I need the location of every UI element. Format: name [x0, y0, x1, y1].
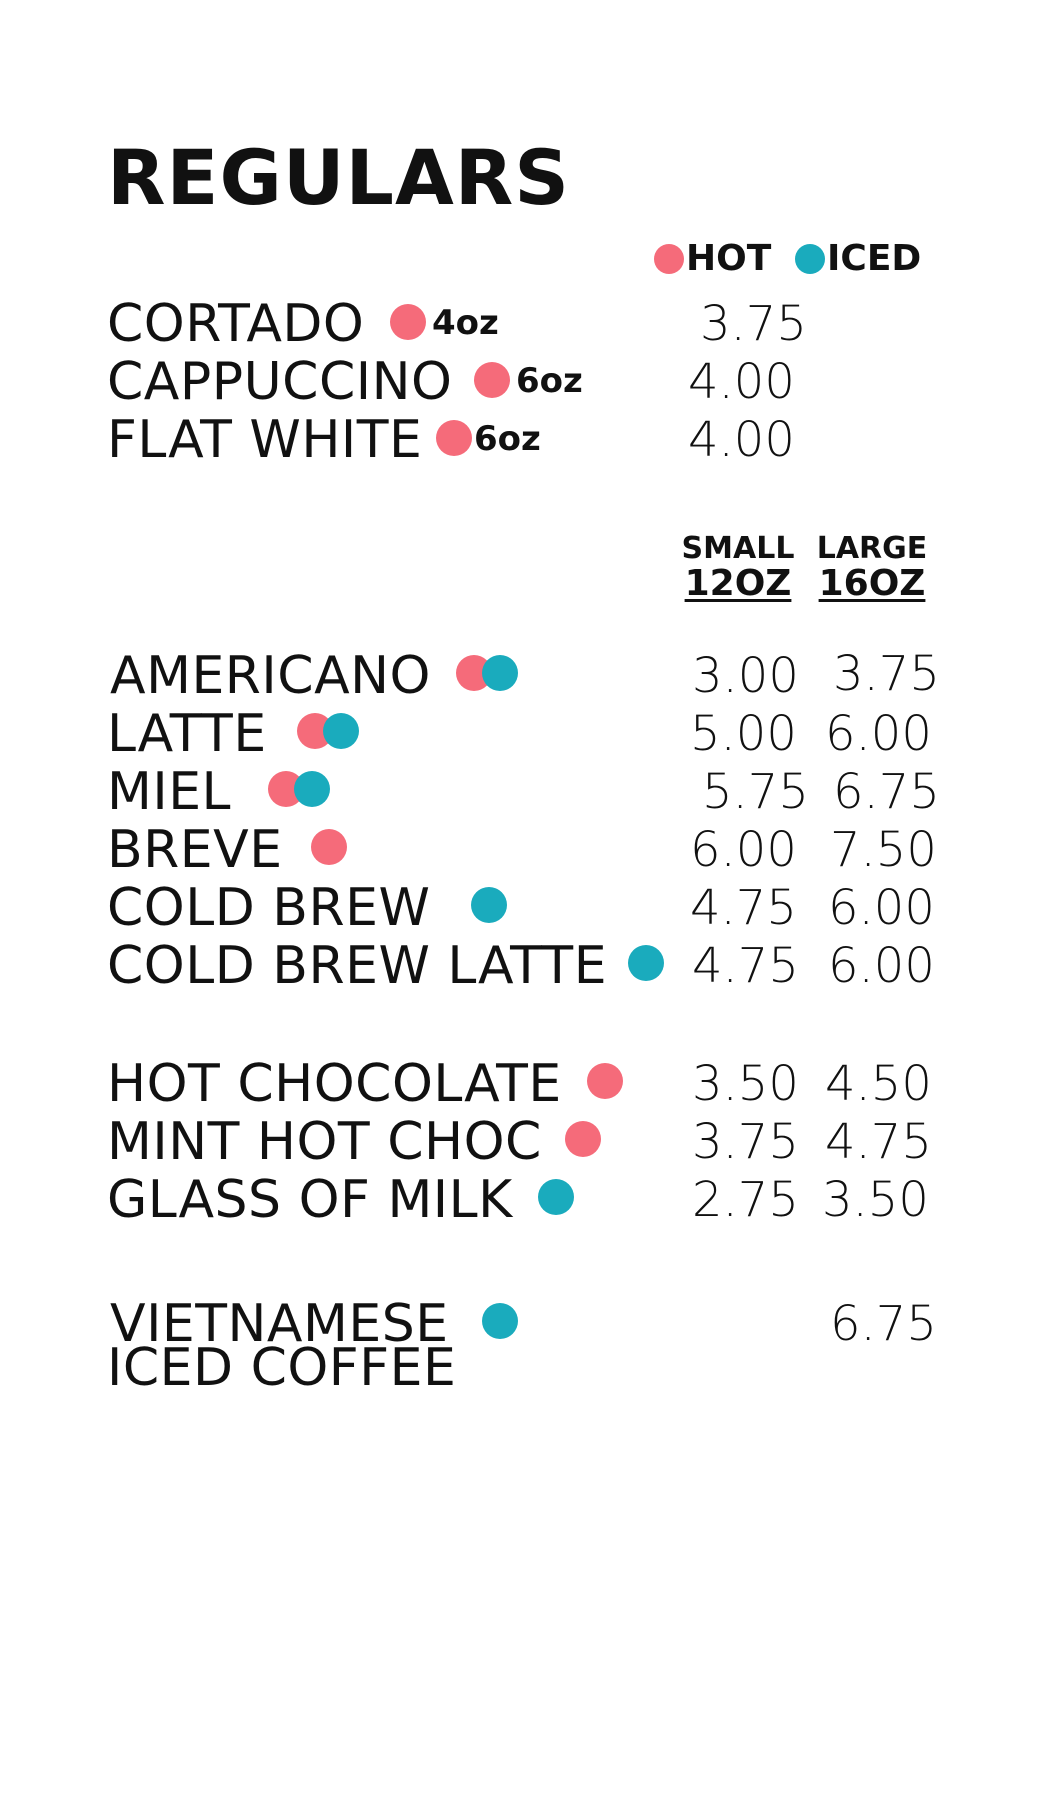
hot-dot-icon: [587, 1063, 623, 1099]
item-name-cold-brew-latte: COLD BREW LATTE: [107, 936, 608, 996]
iced-dot-icon: [482, 1303, 518, 1339]
hot-dot-icon: [390, 304, 426, 340]
item-price-large-cold-brew: 6.00: [828, 880, 935, 936]
item-price-flat-white: 4.00: [688, 412, 795, 468]
hot-dot-icon: [474, 362, 510, 398]
item-name-latte: LATTE: [107, 704, 267, 764]
item-price-cortado: 3.75: [700, 296, 807, 352]
item-price-small-glass-of-milk: 2.75: [692, 1172, 799, 1228]
item-price-large-cold-brew-latte: 6.00: [828, 938, 935, 994]
size-header-large-label: LARGE: [816, 531, 928, 566]
item-name-vietnamese-line1: VIETNAMESE: [110, 1294, 449, 1354]
legend-hot-label: HOT: [686, 238, 772, 279]
size-header-small: SMALL 12OZ: [678, 533, 798, 602]
item-price-small-cold-brew-latte: 4.75: [692, 938, 799, 994]
item-price-large-mint-hot-choc: 4.75: [825, 1114, 932, 1170]
iced-dot-icon: [538, 1179, 574, 1215]
item-name-miel: MIEL: [107, 762, 232, 822]
item-name-breve: BREVE: [107, 820, 283, 880]
item-price-large-hot-chocolate: 4.50: [825, 1056, 932, 1112]
size-header-small-oz: 12OZ: [684, 562, 792, 604]
item-price-large-breve: 7.50: [830, 822, 937, 878]
item-size-cappuccino: 6oz: [516, 361, 583, 401]
item-price-large-miel: 6.75: [833, 764, 940, 820]
item-price-small-breve: 6.00: [690, 822, 797, 878]
legend-iced-label: ICED: [827, 238, 922, 279]
item-name-flat-white: FLAT WHITE: [107, 410, 423, 470]
hot-dot-icon: [436, 420, 472, 456]
hot-dot-icon: [565, 1121, 601, 1157]
item-price-small-americano: 3.00: [692, 648, 799, 704]
item-name-cappuccino: CAPPUCCINO: [107, 352, 453, 412]
item-size-cortado: 4oz: [432, 303, 499, 343]
iced-dot-icon: [482, 655, 518, 691]
iced-dot-icon: [628, 945, 664, 981]
item-price-small-hot-chocolate: 3.50: [692, 1056, 799, 1112]
hot-dot-icon: [311, 829, 347, 865]
item-price-large-americano: 3.75: [833, 646, 940, 702]
iced-dot-icon: [294, 771, 330, 807]
item-name-americano: AMERICANO: [110, 646, 431, 706]
item-size-flat-white: 6oz: [474, 419, 541, 459]
item-price-small-miel: 5.75: [702, 764, 809, 820]
iced-dot-icon: [795, 244, 825, 274]
item-name-vietnamese-line2: ICED COFFEE: [107, 1338, 457, 1398]
item-name-mint-hot-choc: MINT HOT CHOC: [107, 1112, 542, 1172]
item-price-small-cold-brew: 4.75: [690, 880, 797, 936]
menu-title: REGULARS: [107, 133, 571, 222]
item-price-small-mint-hot-choc: 3.75: [692, 1114, 799, 1170]
size-header-large: LARGE 16OZ: [812, 533, 932, 602]
hot-dot-icon: [654, 244, 684, 274]
item-price-vietnamese-iced-coffee: 6.75: [830, 1296, 937, 1352]
item-price-small-latte: 5.00: [690, 706, 797, 762]
item-name-hot-chocolate: HOT CHOCOLATE: [107, 1054, 562, 1114]
item-price-large-glass-of-milk: 3.50: [822, 1172, 929, 1228]
item-price-large-latte: 6.00: [825, 706, 932, 762]
item-name-glass-of-milk: GLASS OF MILK: [107, 1170, 513, 1230]
size-header-large-oz: 16OZ: [818, 562, 926, 604]
iced-dot-icon: [323, 713, 359, 749]
size-header-small-label: SMALL: [681, 531, 795, 566]
item-price-cappuccino: 4.00: [688, 354, 795, 410]
item-name-cortado: CORTADO: [107, 294, 365, 354]
iced-dot-icon: [471, 887, 507, 923]
item-name-cold-brew: COLD BREW: [107, 878, 431, 938]
